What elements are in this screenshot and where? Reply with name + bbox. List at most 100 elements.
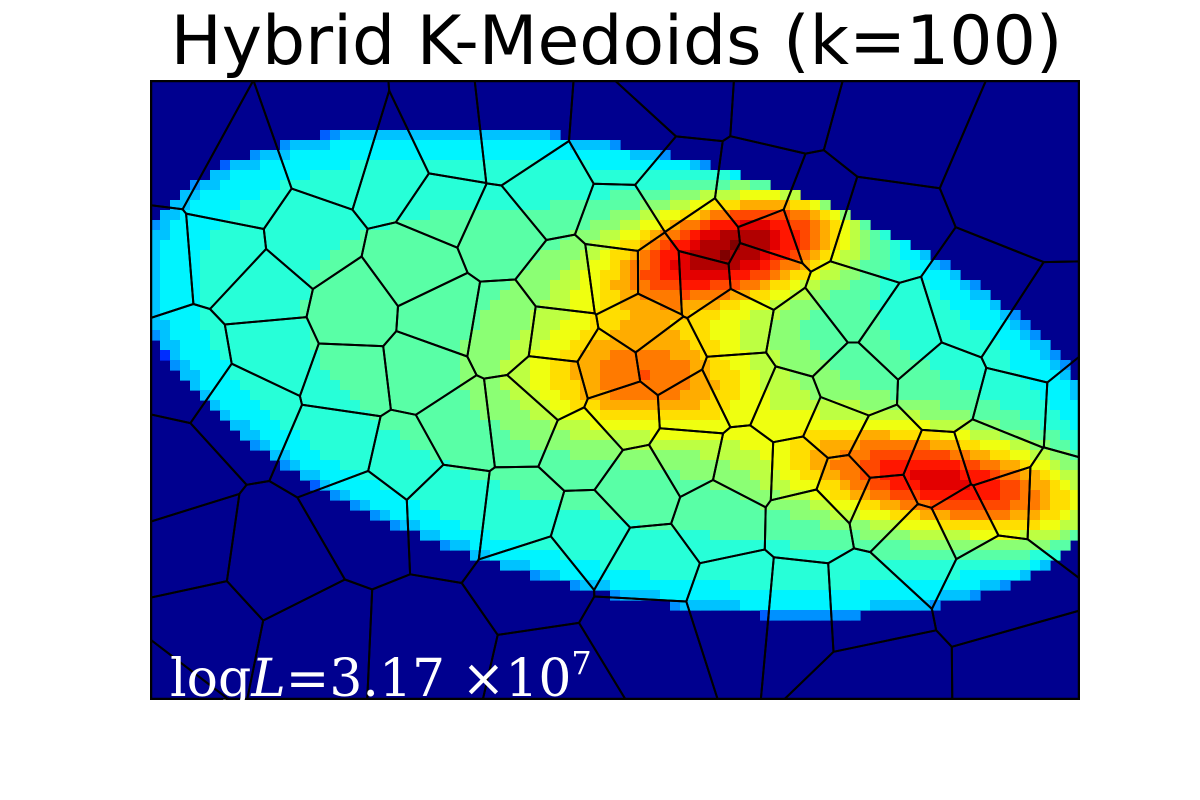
heat-cell [920, 580, 931, 591]
heat-cell [470, 360, 481, 371]
heat-cell [700, 260, 711, 271]
heat-cell [560, 290, 571, 301]
heat-cell [330, 450, 341, 461]
heat-cell [260, 430, 271, 441]
heat-cell [390, 240, 401, 251]
heat-cell [450, 250, 461, 261]
heat-cell [320, 480, 331, 491]
heat-cell [670, 250, 681, 261]
heat-cell [620, 360, 631, 371]
heat-cell [420, 360, 431, 371]
heat-cell [440, 420, 451, 431]
heat-cell [260, 320, 271, 331]
heat-cell [490, 370, 501, 381]
heat-cell [390, 210, 401, 221]
heat-cell [960, 520, 971, 531]
heat-cell [290, 350, 301, 361]
heat-cell [330, 280, 341, 291]
heat-cell [780, 260, 791, 271]
heat-cell [480, 460, 491, 471]
heat-cell [520, 490, 531, 501]
heat-cell [750, 580, 761, 591]
heat-cell [740, 210, 751, 221]
heat-cell [720, 170, 731, 181]
heat-cell [490, 280, 501, 291]
heat-cell [520, 170, 531, 181]
heat-cell [570, 310, 581, 321]
heat-cell [480, 210, 491, 221]
heat-cell [880, 580, 891, 591]
heat-cell [270, 220, 281, 231]
heat-cell [310, 450, 321, 461]
heat-cell [470, 280, 481, 291]
heat-cell [570, 200, 581, 211]
heat-cell [580, 390, 591, 401]
heat-cell [1070, 510, 1080, 521]
heat-cell [660, 450, 671, 461]
heat-cell [400, 210, 411, 221]
heat-cell [330, 370, 341, 381]
heat-cell [400, 340, 411, 351]
heat-cell [150, 230, 161, 241]
heat-cell [980, 570, 991, 581]
heat-cell [730, 330, 741, 341]
heat-cell [650, 370, 661, 381]
heat-cell [1070, 410, 1080, 421]
heat-cell [300, 270, 311, 281]
heat-cell [550, 330, 561, 341]
heat-cell [500, 260, 511, 271]
heat-cell [660, 170, 671, 181]
heat-cell [740, 270, 751, 281]
heat-cell [840, 280, 851, 291]
heat-cell [810, 460, 821, 471]
heat-cell [380, 450, 391, 461]
heat-cell [700, 560, 711, 571]
heat-cell [960, 400, 971, 411]
heat-cell [420, 170, 431, 181]
heat-cell [600, 290, 611, 301]
heat-cell [440, 140, 451, 151]
heat-cell [620, 390, 631, 401]
heat-cell [320, 420, 331, 431]
heat-cell [420, 410, 431, 421]
heat-cell [1020, 470, 1031, 481]
heat-cell [260, 270, 271, 281]
heat-cell [940, 410, 951, 421]
heat-cell [940, 340, 951, 351]
heat-cell [530, 160, 541, 171]
heat-cell [580, 360, 591, 371]
heat-cell [750, 430, 761, 441]
heat-cell [330, 420, 341, 431]
heat-cell [400, 230, 411, 241]
heat-cell [710, 340, 721, 351]
heat-cell [570, 460, 581, 471]
heat-cell [770, 380, 781, 391]
heat-cell [720, 370, 731, 381]
heat-cell [880, 430, 891, 441]
heat-cell [610, 590, 621, 601]
heat-cell [360, 370, 371, 381]
heat-cell [200, 300, 211, 311]
heat-cell [880, 570, 891, 581]
heat-cell [380, 210, 391, 221]
heat-cell [410, 230, 421, 241]
heat-cell [390, 520, 401, 531]
heat-cell [550, 280, 561, 291]
heat-cell [540, 380, 551, 391]
heat-cell [360, 390, 371, 401]
heat-cell [770, 430, 781, 441]
heat-cell [760, 390, 771, 401]
heat-cell [650, 320, 661, 331]
heat-cell [900, 540, 911, 551]
heat-cell [500, 360, 511, 371]
heat-cell [630, 360, 641, 371]
heat-cell [750, 350, 761, 361]
voronoi-cell [500, 140, 595, 241]
heat-cell [840, 570, 851, 581]
heat-cell [300, 250, 311, 261]
heat-cell [800, 440, 811, 451]
heat-cell [620, 470, 631, 481]
heat-cell [490, 550, 501, 561]
heat-cell [720, 520, 731, 531]
heat-cell [790, 220, 801, 231]
